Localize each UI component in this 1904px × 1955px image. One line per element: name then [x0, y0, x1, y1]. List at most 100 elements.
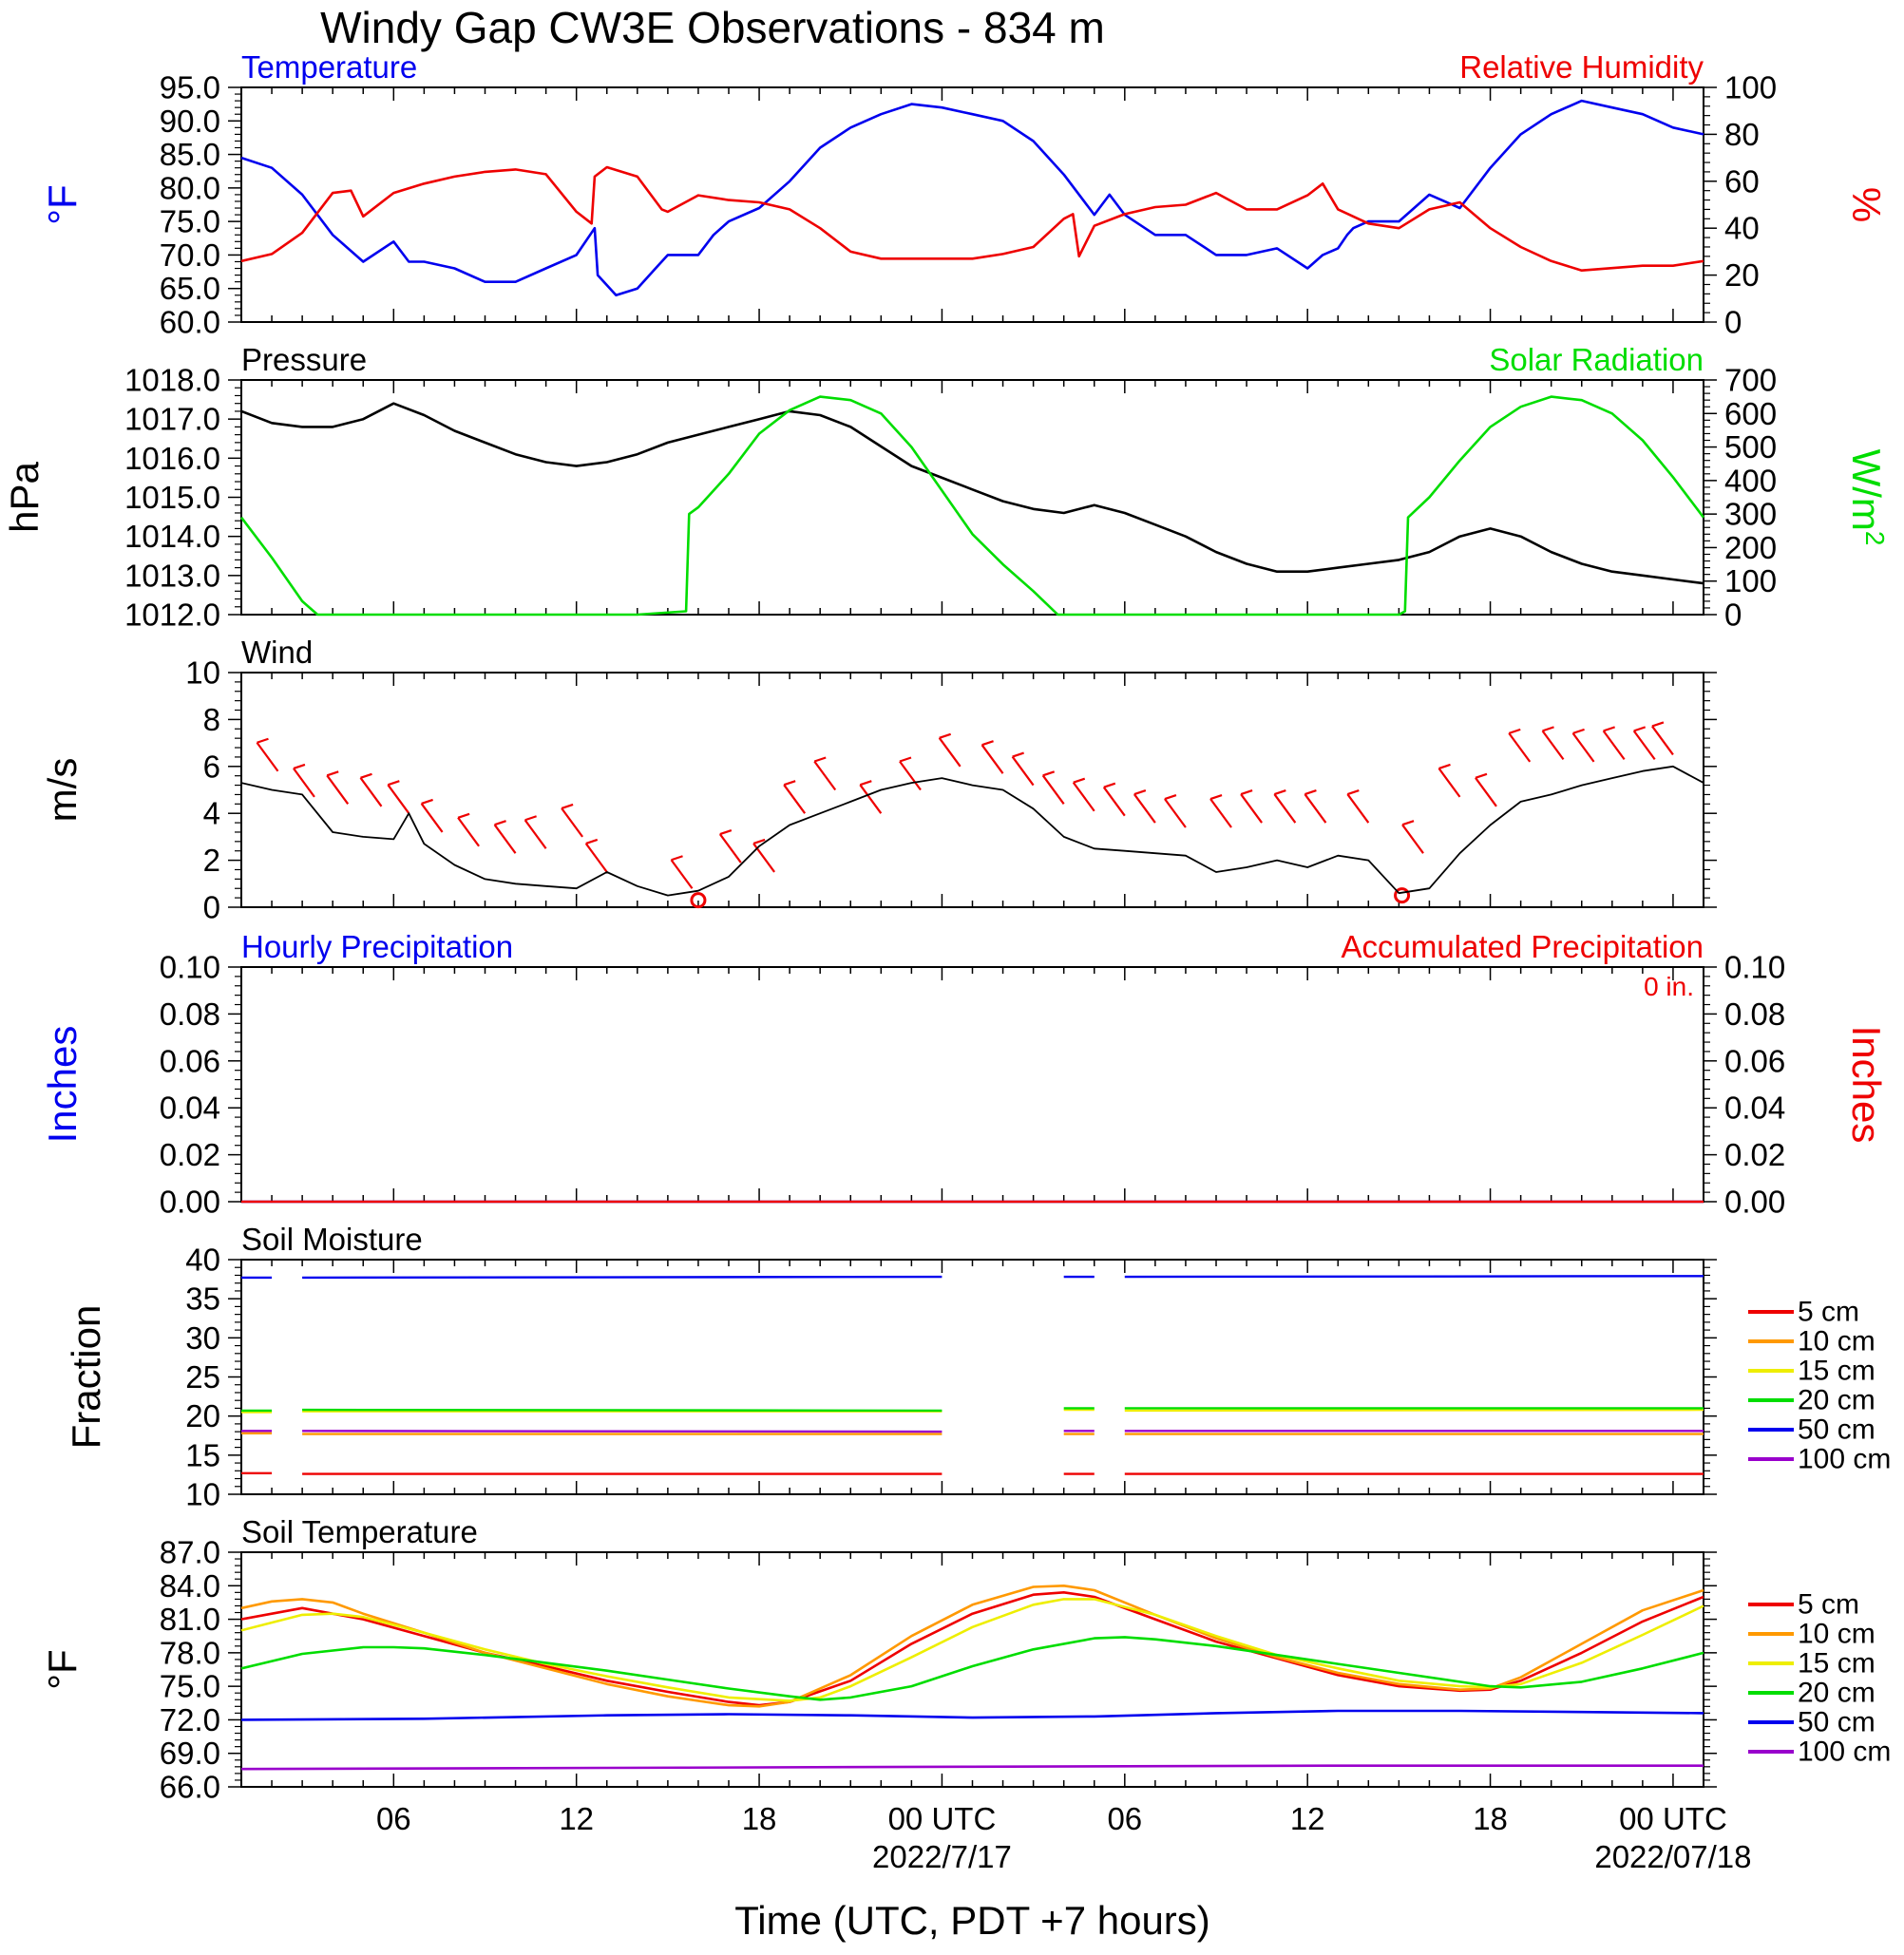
y-tick-label-left: 40: [185, 1243, 220, 1278]
wind-barb: [420, 803, 444, 833]
legend-label: 20 cm: [1798, 1678, 1875, 1709]
panel-precipitation: 0.10 0.08 0.06 0.04 0.02 0.00 0.10 0.08 0.06 0.04…: [40, 929, 1889, 1220]
wind-barb-flag: [899, 756, 912, 763]
wind-barb: [1273, 793, 1297, 824]
wind-barb: [326, 774, 350, 805]
wind-barb: [1438, 768, 1461, 798]
legend-label: 10 cm: [1798, 1326, 1875, 1357]
series-50-cm-segment: [1124, 1275, 1704, 1279]
panel-title-right: Relative Humidity: [1459, 49, 1704, 85]
wind-barb-flag: [859, 780, 872, 787]
series-wind-speed-line: [240, 765, 1704, 897]
wind-barb: [1475, 777, 1497, 807]
wind-barb-flag: [1073, 777, 1086, 784]
wind-barb: [981, 744, 1004, 774]
wind-barb: [938, 737, 962, 768]
wind-barb: [584, 843, 608, 873]
y-tick-label-left: 95.0: [160, 70, 220, 105]
y-tick-label-left: 87.0: [160, 1535, 220, 1570]
panel-temperature-humidity: 95.090.085.080.075.070.065.060.0 100 80 60 4…: [40, 49, 1889, 340]
legend-label: 50 cm: [1798, 1707, 1875, 1738]
y-tick-label-left: 10: [185, 1477, 220, 1512]
y-tick-label-right: 0.02: [1724, 1137, 1785, 1172]
wind-barb-flag: [1346, 789, 1360, 796]
wind-barb-flag: [1572, 728, 1585, 734]
calm-wind-marker: [690, 892, 707, 909]
y-tick-label-right: 200: [1724, 530, 1777, 565]
legend-label: 50 cm: [1798, 1414, 1875, 1446]
y-tick-label-left: 70.0: [160, 237, 220, 273]
wind-barb: [1304, 793, 1327, 824]
series-100-cm-segment: [302, 1430, 942, 1433]
wind-barb-flag: [1042, 770, 1056, 777]
wind-barb-flag: [1012, 751, 1024, 758]
wind-barb-flag: [1475, 772, 1488, 779]
plot-frame: [240, 1259, 1704, 1495]
x-axis-label: Time (UTC, PDT +7 hours): [734, 1898, 1210, 1943]
wind-barb-flag: [939, 732, 952, 739]
panel-title-left: Hourly Precipitation: [241, 929, 513, 964]
panel-pressure-solar: 1018.0 1017.0 1016.0 1015.0 1014.0 1013.0 1012…: [2, 342, 1890, 633]
y-tick-label-left: 65.0: [160, 271, 220, 306]
y-tick-label-right: 40: [1724, 211, 1760, 246]
y-tick-label-left: 72.0: [160, 1702, 220, 1737]
y-tick-label-left: 15: [185, 1437, 220, 1472]
wind-barb-flag: [421, 798, 433, 806]
y-tick-label-left: 78.0: [160, 1635, 220, 1670]
y-tick-label-left: 1013.0: [124, 558, 220, 593]
y-tick-label-left: 0.02: [160, 1137, 220, 1172]
wind-barb-flag: [1651, 721, 1665, 728]
wind-barb: [1541, 730, 1565, 761]
y-tick-label-left: 0.08: [160, 996, 220, 1032]
x-date-label: 2022/7/17: [872, 1839, 1012, 1874]
series-50-cm-line: [240, 1709, 1704, 1721]
y-tick-label-left: 2: [203, 843, 220, 878]
x-tick-label: 06: [1107, 1801, 1142, 1836]
y-tick-label-left: 80.0: [160, 170, 220, 205]
wind-barb: [670, 859, 694, 889]
wind-barb: [1571, 732, 1595, 763]
y-tick-label-left: 75.0: [160, 1669, 220, 1704]
wind-barb-flag: [981, 740, 994, 747]
wind-barb: [1401, 824, 1424, 854]
panel-wind: 10 8 6 4 2 0 Wind m/s: [40, 635, 1717, 925]
legend-label: 5 cm: [1798, 1589, 1859, 1621]
y-tick-label-right: 0.10: [1724, 950, 1785, 985]
wind-barb-flag: [719, 829, 733, 836]
panel-title-right: Accumulated Precipitation: [1341, 929, 1704, 964]
y-tick-label-right: 400: [1724, 463, 1777, 498]
y-tick-label-left: 8: [203, 702, 220, 737]
y-tick-label-left: 0.10: [160, 950, 220, 985]
legend-label: 5 cm: [1798, 1297, 1859, 1328]
wind-barb: [1072, 782, 1095, 812]
y-axis-label-right-superscript: 2: [1860, 531, 1890, 546]
y-axis-label-right: Inches: [1844, 1026, 1889, 1144]
y-tick-label-left: 69.0: [160, 1736, 220, 1771]
wind-barb-flag: [494, 820, 506, 826]
wind-barb-flag: [387, 780, 400, 787]
y-axis-label-left: °F: [40, 184, 85, 224]
y-tick-label-left: 0.04: [160, 1091, 220, 1126]
wind-barb: [293, 768, 315, 798]
series-100-cm-line: [240, 1764, 1704, 1771]
x-tick-label: 18: [1473, 1801, 1508, 1836]
x-tick-label: 12: [559, 1801, 594, 1836]
y-tick-label-left: 1017.0: [124, 402, 220, 437]
y-tick-label-left: 1018.0: [124, 363, 220, 398]
y-axis-label-left: hPa: [2, 461, 47, 532]
panel-soil-temperature: 87.084.081.078.075.072.069.066.0 Soil Tem…: [40, 1514, 1891, 1805]
wind-barb-flag: [1508, 728, 1521, 734]
y-tick-label-left: 20: [185, 1398, 220, 1433]
series-solar-radiation-line: [239, 395, 1705, 617]
x-tick-label: 06: [376, 1801, 411, 1836]
y-tick-label-right: 0.08: [1724, 996, 1785, 1032]
x-tick-label: 00 UTC: [1619, 1801, 1727, 1836]
y-tick-label-right: 300: [1724, 497, 1777, 532]
panel-title-right: Solar Radiation: [1489, 342, 1704, 377]
wind-barb-flag: [1103, 782, 1116, 788]
wind-barb: [561, 807, 583, 838]
y-tick-label-left: 75.0: [160, 204, 220, 239]
wind-barb: [1632, 730, 1656, 761]
wind-barb-flag: [457, 812, 470, 819]
y-tick-label-left: 0: [203, 890, 220, 925]
